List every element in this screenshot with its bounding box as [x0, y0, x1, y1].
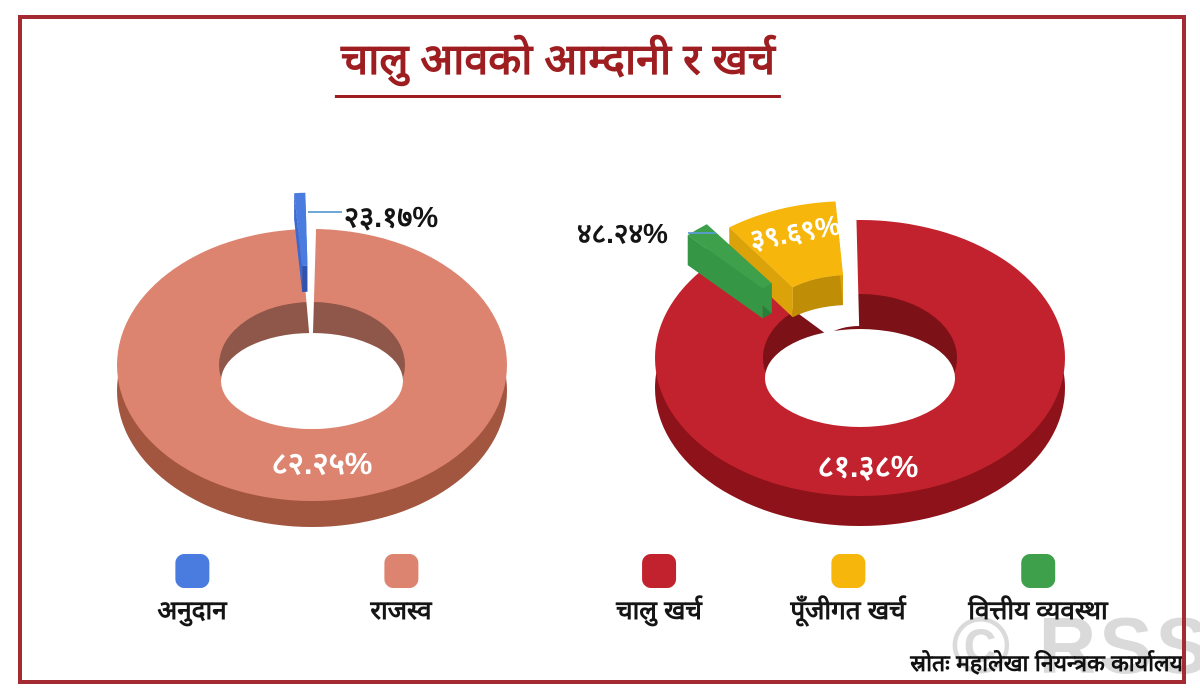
- legend-label-anudan: अनुदान: [157, 595, 227, 625]
- data-label-chalu-kharcha: ८१.३८%: [817, 449, 919, 484]
- legend-swatch-punjigat-kharcha: [830, 554, 865, 588]
- source-note: स्रोतः महालेखा नियन्त्रक कार्यालय: [910, 650, 1183, 676]
- legend-item-rajaswa: राजस्व: [370, 554, 432, 627]
- watermark-rss: © RSS: [951, 601, 1200, 690]
- legend-item-chalu-kharcha: चालु खर्च: [616, 554, 702, 627]
- legend-label-chalu-kharcha: चालु खर्च: [616, 595, 702, 625]
- legend-item-bittiya-byawastha: वित्तीय व्यवस्था: [968, 554, 1108, 627]
- legend-label-punjigat-kharcha: पूँजीगत खर्च: [790, 595, 906, 625]
- legend-label-rajaswa: राजस्व: [370, 595, 432, 625]
- legend-swatch-anudan: [174, 554, 209, 588]
- chart-title: चालु आवको आम्दानी र खर्च: [334, 28, 782, 98]
- data-label-rajaswa: ८२.२५%: [271, 446, 373, 481]
- legend-swatch-bittiya-byawastha: [1020, 554, 1055, 588]
- legend-swatch-rajaswa: [383, 554, 418, 588]
- data-label-anudan: २३.१७%: [344, 202, 439, 234]
- legend-label-bittiya-byawastha: वित्तीय व्यवस्था: [968, 595, 1108, 625]
- legend-item-punjigat-kharcha: पूँजीगत खर्च: [790, 554, 906, 627]
- legend-item-anudan: अनुदान: [157, 554, 227, 627]
- legend-swatch-chalu-kharcha: [642, 554, 676, 588]
- data-label-bittiya-byawastha: ४८.२४%: [577, 218, 668, 249]
